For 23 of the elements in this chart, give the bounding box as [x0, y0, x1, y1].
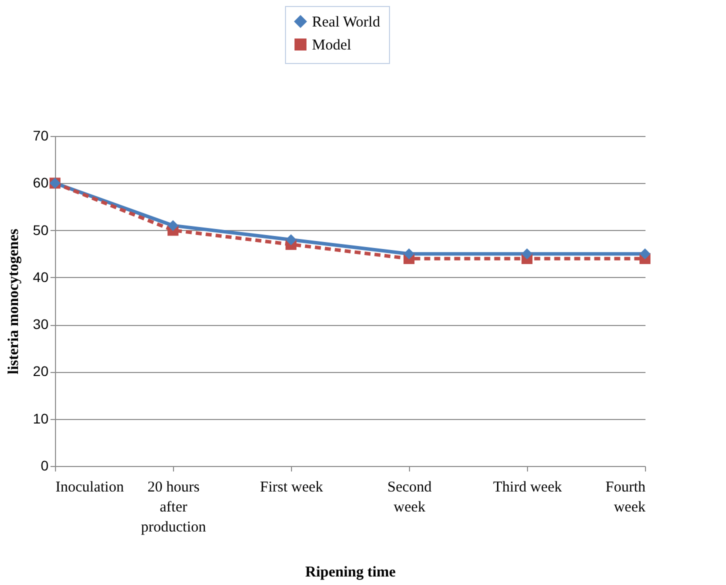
- x-tick-label: Inoculation: [56, 480, 124, 496]
- x-tick-label: Second week: [387, 480, 432, 516]
- x-tick-label: 20 hours after production: [141, 480, 206, 536]
- point: [286, 234, 296, 246]
- x-tick-label: Fourth week: [605, 480, 646, 516]
- y-tick-label: 50: [32, 222, 49, 238]
- point: [168, 220, 178, 232]
- y-tick-label: 70: [32, 128, 49, 144]
- y-tick-label: 0: [40, 458, 49, 474]
- y-axis-title: listeria monocytogenes: [6, 228, 22, 374]
- y-tick-label: 30: [32, 316, 49, 332]
- y-tick-label: 60: [32, 174, 49, 191]
- legend-label: Real World: [312, 14, 381, 30]
- legend-label: Model: [312, 38, 352, 54]
- point: [640, 248, 650, 260]
- point: [404, 248, 414, 260]
- point: [522, 248, 532, 260]
- y-tick-label: 20: [32, 363, 49, 380]
- x-tick-label: Third week: [493, 480, 562, 496]
- x-tick-label: First week: [260, 480, 324, 496]
- x-axis-title: Ripening time: [305, 564, 396, 580]
- y-tick-label: 10: [32, 410, 49, 426]
- y-tick-label: 40: [32, 268, 49, 285]
